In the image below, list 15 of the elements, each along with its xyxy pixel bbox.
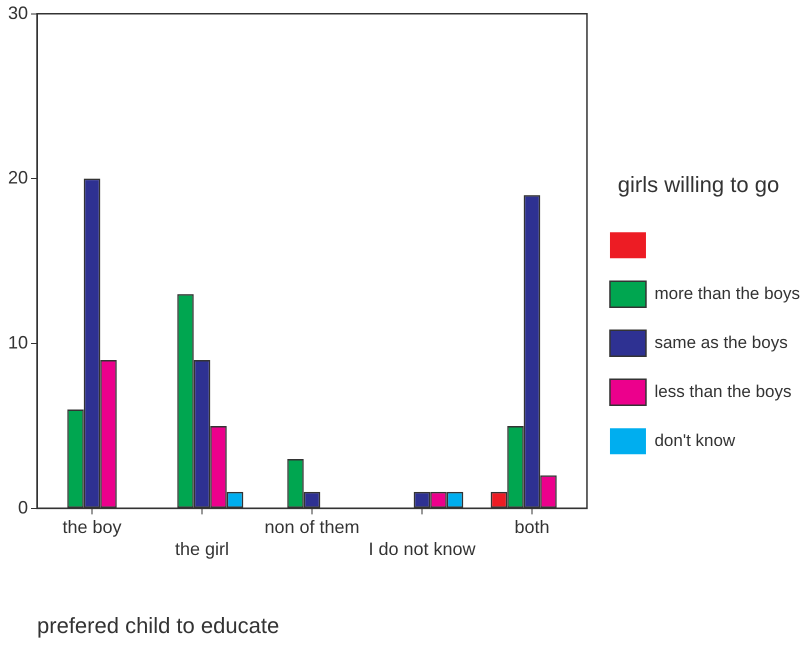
legend-label: same as the boys [654,332,788,352]
x-axis-title: prefered child to educate [37,612,280,638]
x-tick-label: the boy [62,517,122,538]
y-tick-label: 20 [8,168,28,188]
y-tick-label: 0 [18,497,28,518]
legend-title: girls willing to go [618,172,780,197]
legend-label: less than the boys [654,382,792,401]
x-tick-label: non of them [264,517,360,538]
x-tick-label: both [514,517,550,538]
y-tick-label: 10 [8,332,28,352]
legend-label: don't know [654,430,736,450]
legend-label: more than the boys [654,284,800,303]
x-tick-label: I do not know [368,538,477,559]
x-tick-label: the girl [174,538,230,559]
y-tick-label: 30 [8,2,28,23]
